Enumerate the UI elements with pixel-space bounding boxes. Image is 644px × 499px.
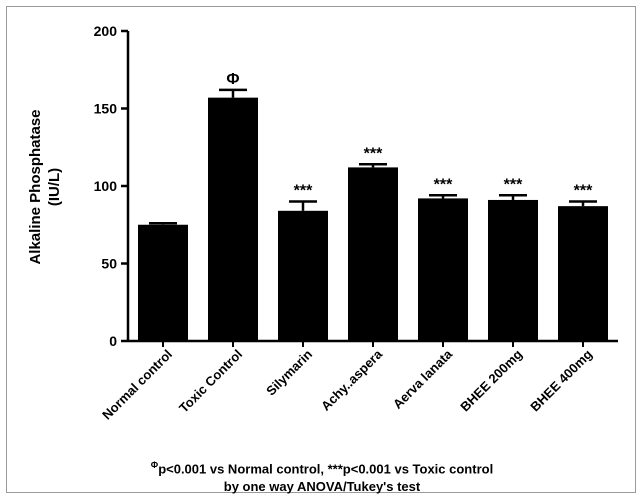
significance-label: *** xyxy=(364,145,383,162)
footnote-line-1-text: p<0.001 vs Normal control, ***p<0.001 vs… xyxy=(158,461,494,477)
footnote-line-2: by one way ANOVA/Tukey's test xyxy=(223,479,421,495)
y-axis-title-line2: (IU/L) xyxy=(46,168,63,206)
x-tick-label: Normal control xyxy=(99,347,175,423)
x-tick-label: Aerva lanata xyxy=(390,346,456,412)
bar xyxy=(558,206,608,341)
x-tick-label: Achy..aspera xyxy=(318,346,386,414)
x-tick-label: Silymarin xyxy=(263,346,315,398)
bar-chart: 0 50 100 150 200 Normal control Toxic Control S… xyxy=(27,23,618,423)
bar xyxy=(138,224,188,341)
y-axis-title-line1: Alkaline Phosphatase xyxy=(27,109,44,264)
chart-bars: Φ *** *** *** *** *** xyxy=(138,71,608,342)
bar xyxy=(488,199,538,341)
chart-footnote: Φp<0.001 vs Normal control, ***p<0.001 v… xyxy=(0,456,644,496)
footnote-line-1: Φp<0.001 vs Normal control, ***p<0.001 v… xyxy=(0,456,644,478)
significance-label: Φ xyxy=(226,71,239,88)
x-tick-label: Toxic Control xyxy=(176,347,245,416)
y-tick-label: 100 xyxy=(94,178,118,194)
significance-label: *** xyxy=(294,183,313,200)
significance-label: *** xyxy=(504,176,523,193)
y-tick-label: 50 xyxy=(101,256,117,272)
x-tick-label: BHEE 200mg xyxy=(457,346,525,414)
significance-label: *** xyxy=(434,176,453,193)
y-tick-label: 150 xyxy=(94,101,118,117)
footnote-symbol: Φ xyxy=(150,460,159,470)
y-tick-label: 0 xyxy=(109,333,117,349)
significance-label: *** xyxy=(574,183,593,200)
bar xyxy=(278,210,328,341)
x-tick-label: BHEE 400mg xyxy=(527,346,595,414)
bar xyxy=(208,97,258,342)
y-tick-label: 200 xyxy=(94,23,118,39)
bar xyxy=(418,198,468,341)
bar xyxy=(348,167,398,341)
